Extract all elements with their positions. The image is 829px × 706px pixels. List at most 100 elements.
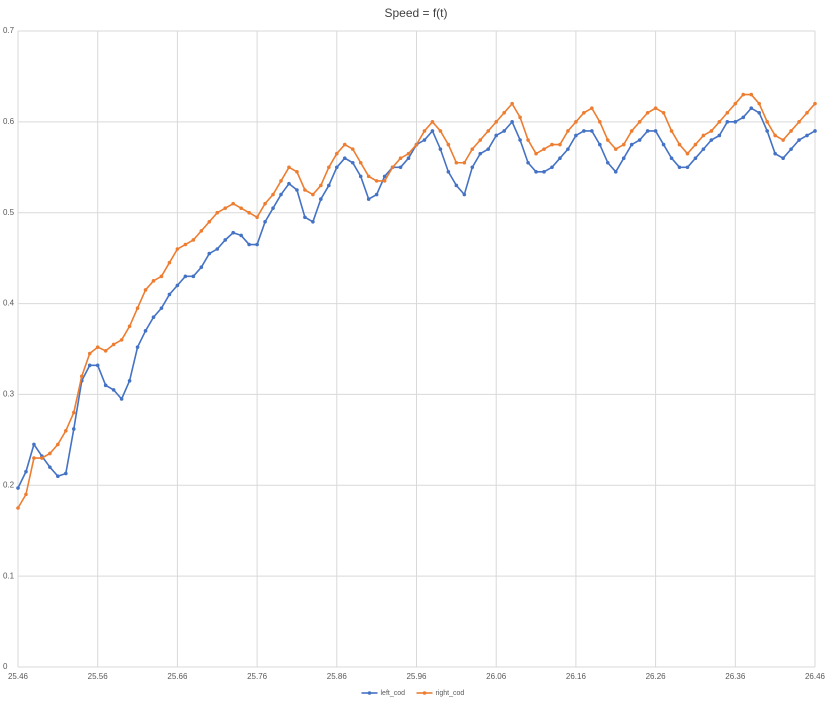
data-point (773, 151, 777, 156)
data-point (374, 179, 379, 183)
data-point (247, 210, 251, 215)
data-point (135, 345, 140, 349)
data-point (223, 238, 228, 242)
data-point (16, 506, 20, 510)
data-point (271, 206, 275, 210)
data-point (414, 142, 419, 147)
data-point (271, 192, 275, 197)
data-point (542, 170, 546, 174)
data-point (327, 165, 331, 170)
data-point (510, 120, 514, 124)
data-point (191, 274, 196, 279)
data-point (87, 363, 92, 368)
data-point (685, 165, 690, 170)
data-point (127, 379, 132, 383)
legend-marker (422, 691, 427, 695)
data-point (103, 383, 108, 388)
data-point (239, 233, 243, 238)
data-point (79, 374, 84, 379)
data-point (749, 106, 754, 111)
data-point (143, 329, 148, 333)
data-point (637, 120, 642, 124)
data-point (342, 156, 347, 160)
data-point (645, 129, 650, 133)
data-point (366, 197, 371, 201)
data-point (574, 120, 578, 124)
data-point (295, 188, 299, 192)
data-point (406, 151, 411, 156)
data-point (48, 465, 52, 469)
data-point (813, 129, 817, 133)
data-point (677, 142, 682, 147)
data-point (56, 474, 60, 479)
data-point (605, 138, 610, 142)
data-point (526, 138, 530, 142)
x-tick-label: 26.06 (486, 672, 507, 681)
data-point (175, 283, 180, 288)
data-point (207, 220, 212, 224)
data-point (478, 138, 483, 142)
data-point (183, 274, 188, 279)
legend-item: left_cod (361, 690, 405, 697)
y-tick-label: 0.4 (3, 299, 15, 308)
data-point (701, 147, 706, 151)
data-point (350, 147, 355, 151)
x-tick-label: 25.56 (88, 672, 109, 681)
data-point (335, 165, 339, 170)
data-point (765, 129, 769, 133)
data-point (741, 92, 746, 97)
data-point (462, 160, 467, 165)
x-tick-label: 25.66 (167, 672, 188, 681)
data-point (693, 142, 698, 147)
data-point (637, 138, 642, 142)
data-point (40, 456, 44, 460)
data-point (64, 428, 68, 433)
data-point (390, 165, 395, 170)
data-point (558, 142, 562, 147)
data-point (749, 92, 754, 97)
data-point (95, 345, 100, 349)
data-point (255, 242, 259, 247)
data-point (725, 110, 730, 115)
data-point (358, 174, 363, 179)
data-point (430, 129, 435, 133)
data-point (151, 279, 156, 283)
data-point (550, 165, 554, 170)
data-point (709, 129, 714, 133)
data-point (685, 151, 690, 156)
y-tick-label: 0.7 (3, 26, 15, 35)
data-point (582, 129, 586, 133)
legend-label: right_cod (436, 690, 465, 697)
x-tick-label: 26.16 (566, 672, 587, 681)
data-point (510, 101, 514, 106)
data-point (669, 129, 674, 133)
data-point (590, 106, 594, 111)
data-point (566, 147, 570, 151)
data-point (103, 349, 108, 353)
data-point (71, 427, 76, 431)
data-point (295, 170, 299, 174)
data-point (478, 151, 483, 156)
data-point (446, 142, 451, 147)
data-point (358, 160, 363, 165)
data-point (342, 142, 347, 147)
data-point (805, 133, 809, 138)
y-tick-label: 0.2 (3, 480, 15, 489)
data-point (645, 110, 650, 115)
data-point (765, 120, 769, 124)
data-point (303, 188, 307, 192)
data-point (781, 156, 785, 160)
data-point (287, 181, 291, 186)
data-point (430, 120, 435, 124)
data-point (71, 410, 76, 415)
data-point (653, 129, 658, 133)
data-point (677, 165, 682, 170)
data-point (263, 201, 267, 206)
data-point (287, 165, 291, 170)
data-point (143, 288, 148, 292)
data-point (247, 242, 251, 247)
data-point (781, 138, 785, 142)
data-point (255, 215, 259, 220)
data-point (598, 142, 602, 147)
